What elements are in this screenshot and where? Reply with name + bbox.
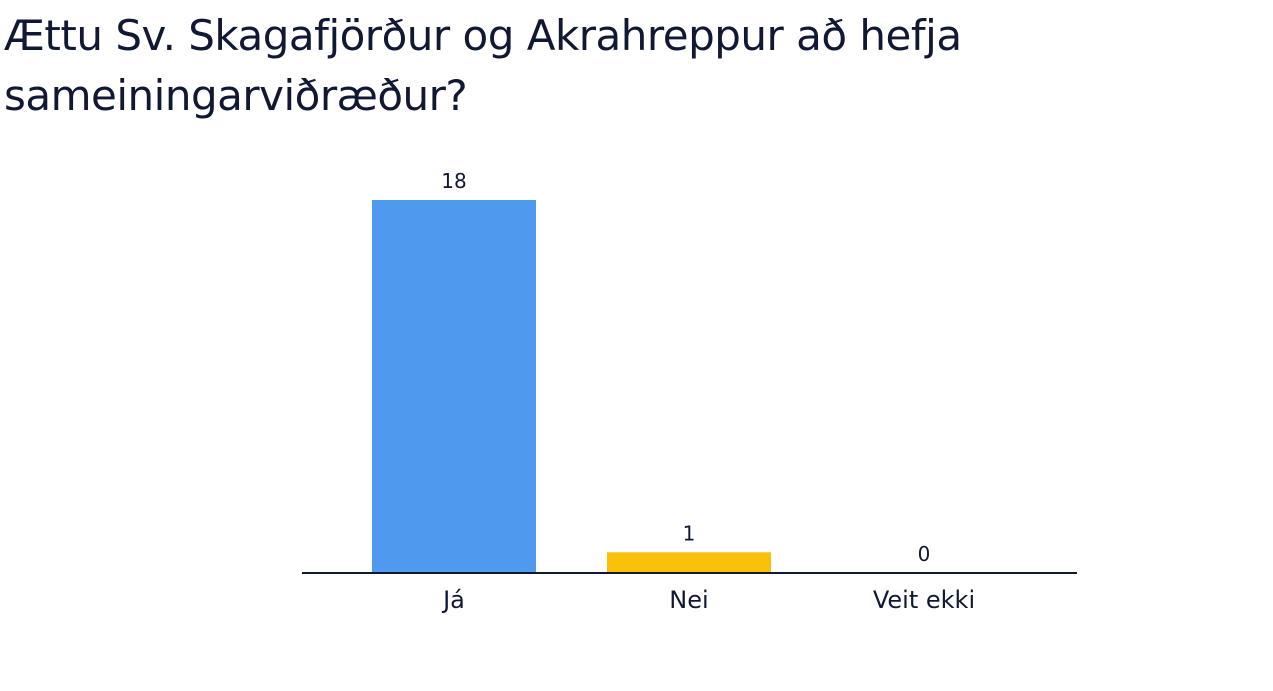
x-tick-label: Nei xyxy=(669,586,708,614)
x-tick-label: Veit ekki xyxy=(873,586,975,614)
value-label: 0 xyxy=(918,542,931,566)
bar xyxy=(372,200,536,573)
x-tick-label: Já xyxy=(441,586,465,614)
value-label: 18 xyxy=(441,169,466,193)
chart-title: Ættu Sv. Skagafjörður og Akrahreppur að … xyxy=(4,11,962,120)
bar xyxy=(607,552,771,573)
value-label: 1 xyxy=(683,521,696,545)
